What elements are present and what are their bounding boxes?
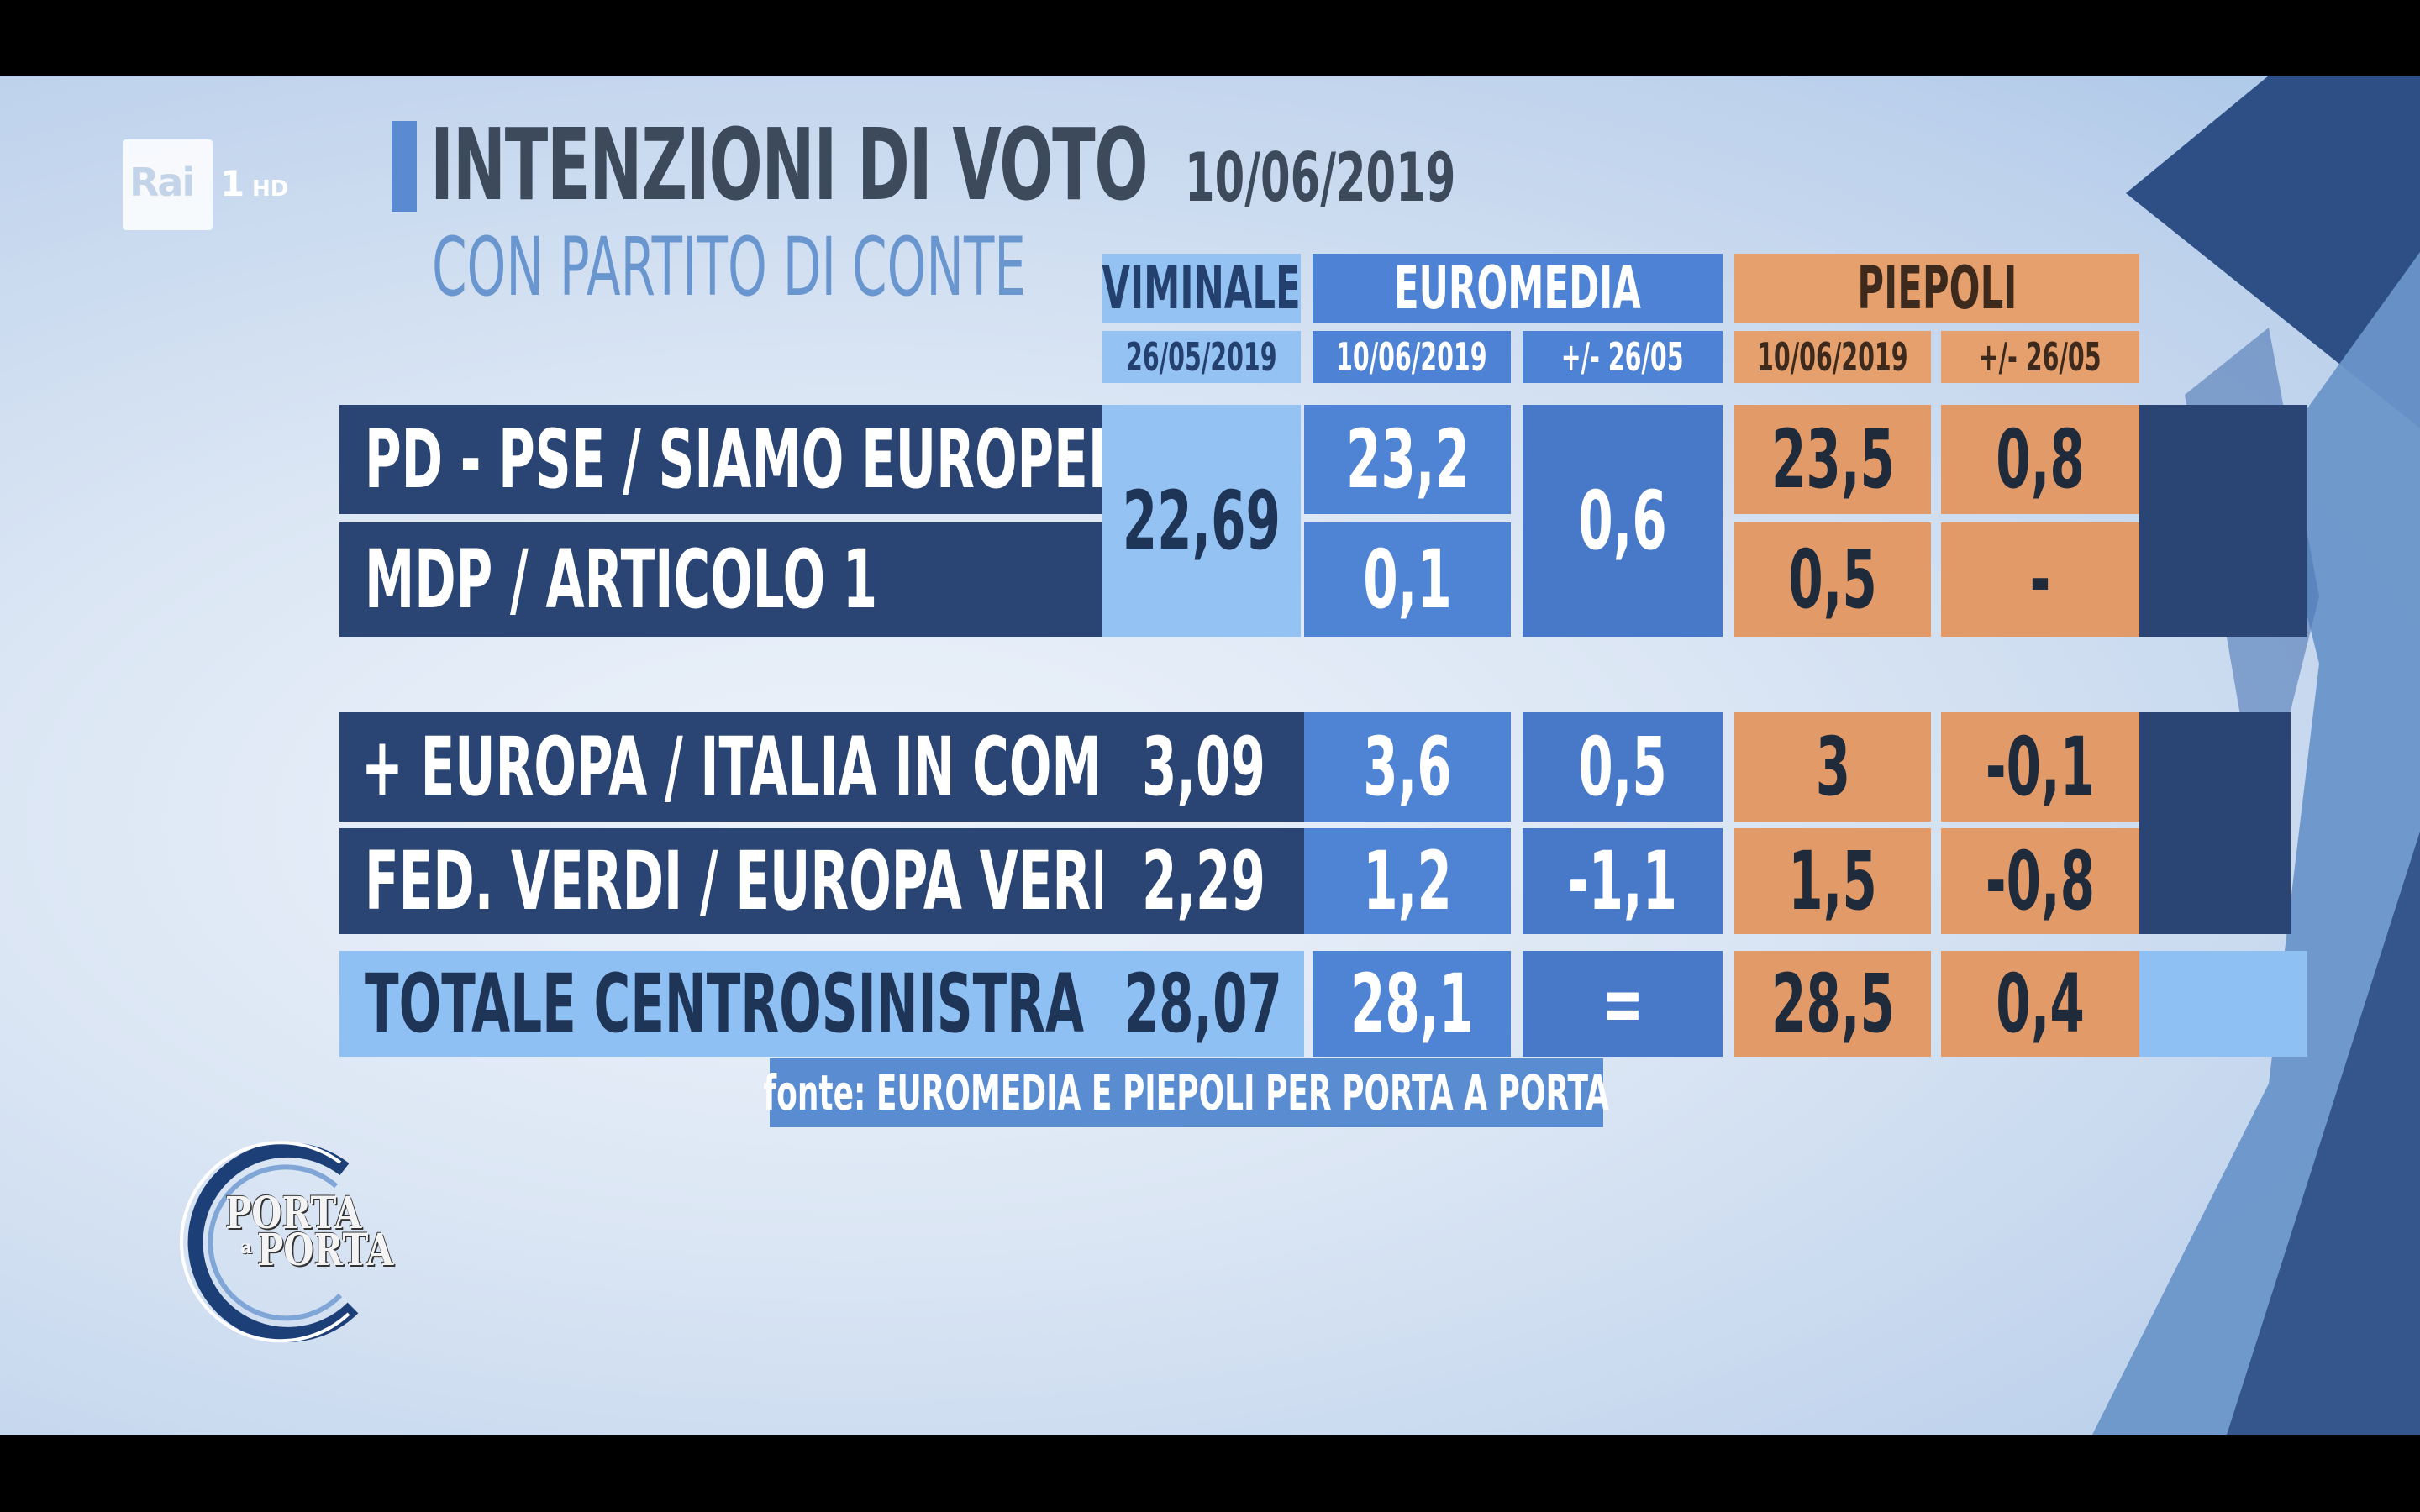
cell-euromedia-delta: -1,1 [1523,828,1723,934]
show-logo: PORTA a PORTA [168,1136,420,1346]
show-logo-line1: PORTA [225,1188,362,1239]
row-label: + EUROPA / ITALIA IN COMUNE / PDE [339,712,1102,822]
row-label: FED. VERDI / EUROPA VERDE [339,828,1102,934]
cell-piepoli-delta: 0,8 [1941,405,2139,514]
header-euromedia: EUROMEDIA [1313,254,1723,323]
row-label: PD - PSE / SIAMO EUROPEI [339,405,1102,514]
channel-logo: Rai [123,139,213,230]
title-accent-bar [392,121,417,212]
cell-viminale-merged: 22,69 [1102,405,1301,637]
show-logo-connector: a [240,1236,253,1258]
show-logo-ring-icon [179,1141,359,1343]
rai-logo-text: Rai [129,160,195,205]
cell-piepoli-delta: - [1941,522,2139,637]
cell-piepoli: 23,5 [1734,405,1931,514]
cell-euromedia-delta-merged: 0,6 [1523,405,1723,637]
channel-number: 1 [220,163,245,204]
cell-euromedia: 28,1 [1313,951,1511,1057]
channel-quality: HD [252,176,289,202]
row-extension [2139,405,2307,637]
cell-piepoli-delta: -0,1 [1941,712,2139,822]
row-extension [2139,951,2307,1057]
header-viminale: VIMINALE [1102,254,1301,323]
header-euromedia-delta: +/- 26/05 [1523,331,1723,383]
row-label-total: TOTALE CENTROSINISTRA [339,951,1102,1057]
cell-euromedia: 1,2 [1304,828,1511,934]
row-extension [2139,712,2291,934]
cell-viminale: 3,09 [1102,712,1304,822]
source-note: fonte: EUROMEDIA E PIEPOLI PER PORTA A P… [764,1058,1609,1127]
page-title: INTENZIONI DI VOTO [430,107,1149,223]
cell-piepoli: 0,5 [1734,522,1931,637]
header-piepoli: PIEPOLI [1734,254,2139,323]
cell-piepoli-delta: -0,8 [1941,828,2139,934]
page-subtitle: CON PARTITO DI CONTE [432,220,1026,314]
cell-euromedia-delta: 0,5 [1523,712,1723,822]
show-logo-line2: PORTA [257,1225,394,1276]
cell-euromedia-delta: = [1523,951,1723,1057]
header-piepoli-date: 10/06/2019 [1734,331,1931,383]
cell-piepoli-delta: 0,4 [1941,951,2139,1057]
header-euromedia-date: 10/06/2019 [1313,331,1511,383]
cell-piepoli: 1,5 [1734,828,1931,934]
cell-piepoli: 3 [1734,712,1931,822]
cell-viminale: 28,07 [1102,951,1304,1057]
row-label: MDP / ARTICOLO 1 [339,522,1102,637]
cell-viminale: 2,29 [1102,828,1304,934]
cell-piepoli: 28,5 [1734,951,1931,1057]
broadcast-screen: Rai 1 HD INTENZIONI DI VOTO 10/06/2019 C… [0,76,2420,1435]
cell-euromedia: 0,1 [1304,522,1511,637]
cell-euromedia: 3,6 [1304,712,1511,822]
header-piepoli-delta: +/- 26/05 [1941,331,2139,383]
cell-euromedia: 23,2 [1304,405,1511,514]
title-date: 10/06/2019 [1185,139,1456,217]
header-viminale-date: 26/05/2019 [1102,331,1301,383]
